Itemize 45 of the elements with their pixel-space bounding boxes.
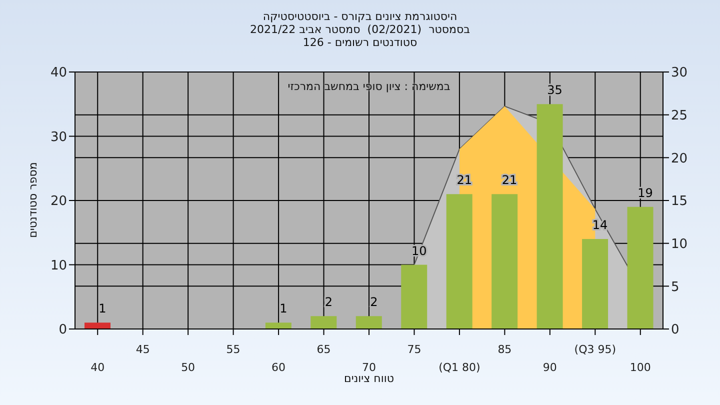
bar (265, 322, 292, 329)
chart-subtitle: בסמסטר (02/2021) סמסטר אביב 2021/22 סטודנטים רשומים - 126 (248, 23, 472, 49)
data-label: 1 (98, 302, 106, 316)
x-tick-label: 70 (362, 361, 376, 374)
y2-tick-label: 25 (671, 108, 688, 124)
data-label: 1 (280, 302, 288, 316)
x-tick-label: 75 (407, 343, 422, 356)
y-tick-label: 20 (50, 194, 67, 210)
data-label: 21 (456, 173, 472, 188)
x-tick-label: 50 (181, 361, 196, 374)
bar (627, 206, 654, 329)
y-tick-label: 30 (50, 130, 67, 145)
y-tick-label: 10 (50, 258, 67, 274)
y2-tick-label: 5 (671, 280, 680, 295)
y2-tick-label: 15 (671, 194, 688, 210)
chart-title: היסטוגרמת ציונים בקורס - ביוסטטיסטיקה (262, 10, 458, 23)
bar (310, 316, 337, 329)
data-label: 21 (502, 173, 518, 188)
x-axis-title: טווח ציונים (344, 372, 394, 385)
y2-tick-label: 10 (671, 236, 688, 252)
x-tick-label: 100 (630, 361, 651, 374)
bar (401, 264, 428, 329)
y2-tick-label: 30 (671, 66, 688, 81)
bar (356, 316, 382, 329)
x-tick-label: 60 (272, 361, 286, 374)
y-tick-label: 40 (50, 66, 67, 81)
y-tick-label: 0 (58, 322, 67, 338)
y2-tick-label: 0 (671, 322, 680, 338)
x-tick-label: 85 (498, 343, 512, 356)
bar (492, 194, 518, 329)
x-tick-label: 90 (542, 361, 557, 374)
y2-tick-label: 20 (671, 151, 688, 166)
x-tick-label: 40 (90, 361, 105, 374)
data-label: 2 (370, 295, 378, 310)
x-tick-label: 65 (316, 343, 331, 356)
bar (582, 239, 608, 329)
bar (536, 104, 563, 329)
data-label: 2 (324, 295, 332, 310)
x-tick-label: 55 (226, 343, 240, 356)
y-axis-title: מספר סטודנטים (26, 162, 40, 238)
bar (446, 194, 472, 329)
x-tick-label: (Q1 80) (438, 361, 480, 374)
x-tick-label: 45 (136, 343, 150, 356)
bar (84, 322, 110, 329)
x-tick-label: (Q3 95) (574, 343, 616, 356)
